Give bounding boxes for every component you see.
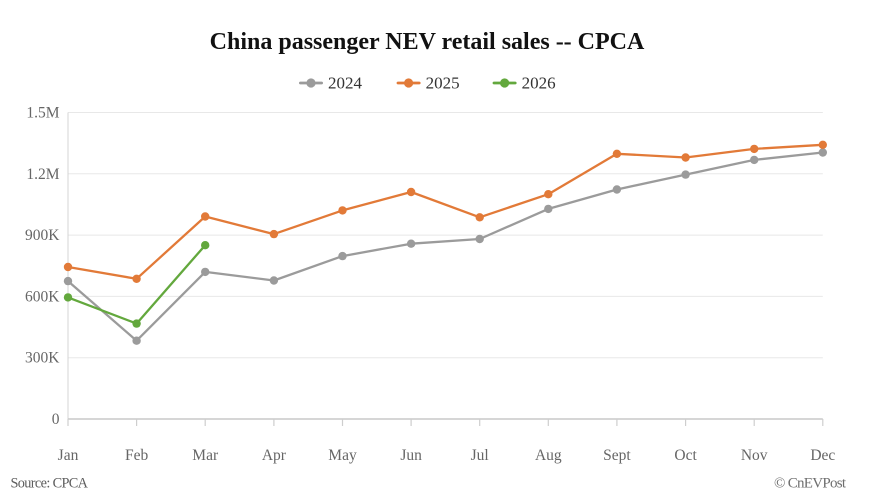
svg-text:Aug: Aug <box>535 447 562 464</box>
svg-text:Jan: Jan <box>58 447 79 464</box>
svg-text:1.2M: 1.2M <box>26 166 59 183</box>
svg-text:Nov: Nov <box>741 447 768 464</box>
svg-text:1.5M: 1.5M <box>26 105 59 122</box>
svg-text:Dec: Dec <box>810 447 835 464</box>
svg-text:Sept: Sept <box>603 447 631 464</box>
svg-text:2025: 2025 <box>426 74 460 93</box>
svg-text:Source: CPCA: Source: CPCA <box>11 476 89 492</box>
svg-text:0: 0 <box>52 411 60 428</box>
svg-text:2026: 2026 <box>522 74 556 93</box>
svg-text:300K: 300K <box>25 350 60 367</box>
svg-text:900K: 900K <box>25 227 60 244</box>
svg-text:© CnEVPost: © CnEVPost <box>774 476 847 492</box>
svg-text:2024: 2024 <box>328 74 363 93</box>
svg-text:Mar: Mar <box>192 447 219 464</box>
svg-text:Apr: Apr <box>262 447 287 464</box>
svg-text:May: May <box>328 447 357 464</box>
svg-text:China passenger NEV retail sal: China passenger NEV retail sales -- CPCA <box>210 29 645 55</box>
svg-text:Oct: Oct <box>674 447 697 464</box>
svg-text:600K: 600K <box>25 288 60 305</box>
svg-text:Jul: Jul <box>471 447 489 464</box>
svg-text:Jun: Jun <box>400 447 422 464</box>
svg-text:Feb: Feb <box>125 447 149 464</box>
